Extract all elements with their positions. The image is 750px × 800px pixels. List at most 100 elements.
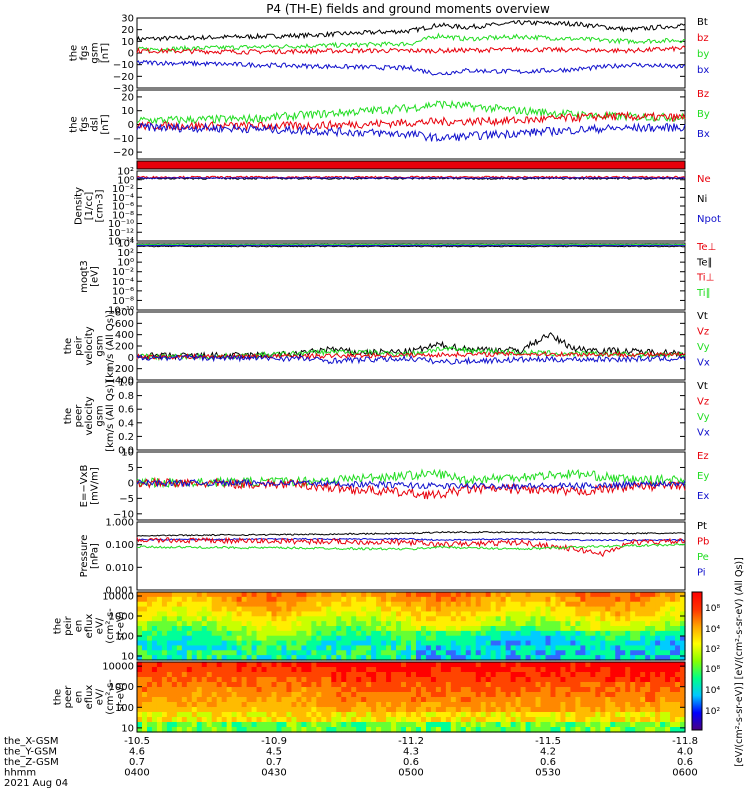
spectro-cell (660, 641, 666, 646)
spectro-cell (590, 616, 596, 621)
spectro-cell (411, 641, 417, 646)
spectro-cell (311, 602, 317, 607)
spectro-cell (257, 702, 263, 708)
spectro-cell (625, 712, 631, 718)
spectro-cell (356, 717, 362, 723)
spectro-cell (565, 677, 571, 683)
spectro-cell (501, 687, 507, 693)
spectro-cell (456, 602, 462, 607)
spectro-cell (142, 707, 148, 713)
spectro-cell (506, 662, 512, 668)
spectro-cell (511, 702, 517, 708)
spectro-cell (331, 697, 337, 703)
spectro-cell (212, 616, 218, 621)
spectro-cell (466, 692, 472, 698)
spectro-cell (531, 611, 537, 616)
spectro-cell (152, 722, 158, 728)
spectro-cell (291, 645, 297, 650)
spectro-cell (272, 712, 278, 718)
spectro-cell (276, 592, 282, 597)
spectro-cell (436, 692, 442, 698)
spectro-cell (272, 621, 278, 626)
spectro-cell (286, 712, 292, 718)
spectro-cell (336, 712, 342, 718)
spectro-cell (272, 626, 278, 631)
spectro-cell (202, 645, 208, 650)
spectro-cell (321, 702, 327, 708)
spectro-cell (371, 636, 377, 641)
spectro-cell (610, 677, 616, 683)
spectro-cell (202, 702, 208, 708)
spectro-cell (361, 592, 367, 597)
spectro-cell (625, 707, 631, 713)
spectro-cell (172, 677, 178, 683)
spectro-cell (152, 667, 158, 673)
spectro-cell (281, 592, 287, 597)
spectro-cell (217, 621, 223, 626)
spectro-cell (316, 677, 322, 683)
spectro-cell (301, 592, 307, 597)
spectro-cell (336, 707, 342, 713)
spectro-cell (401, 611, 407, 616)
colorbar-tick: 10² (705, 645, 720, 655)
spectro-cell (456, 645, 462, 650)
spectro-cell (670, 626, 676, 631)
spectro-cell (630, 611, 636, 616)
spectro-cell (187, 621, 193, 626)
spectro-cell (431, 645, 437, 650)
spectro-cell (521, 607, 527, 612)
spectro-cell (401, 717, 407, 723)
spectro-cell (227, 662, 233, 668)
spectro-cell (232, 712, 238, 718)
spectro-cell (506, 597, 512, 602)
spectro-cell (541, 682, 547, 688)
spectro-cell (391, 687, 397, 693)
spectro-cell (446, 682, 452, 688)
spectro-cell (252, 602, 258, 607)
spectro-cell (281, 626, 287, 631)
spectro-cell (431, 597, 437, 602)
spectro-cell (356, 672, 362, 678)
spectro-cell (187, 636, 193, 641)
spectro-cell (396, 636, 402, 641)
spectro-cell (605, 626, 611, 631)
spectro-cell (650, 616, 656, 621)
spectro-cell (476, 667, 482, 673)
spectro-cell (321, 677, 327, 683)
spectro-cell (640, 592, 646, 597)
spectro-cell (501, 645, 507, 650)
spectro-cell (336, 692, 342, 698)
spectro-cell (615, 641, 621, 646)
spectro-cell (152, 645, 158, 650)
spectro-cell (311, 616, 317, 621)
panel-2 (137, 161, 685, 169)
spectro-cell (247, 636, 253, 641)
spectro-cell (242, 672, 248, 678)
spectro-cell (252, 697, 258, 703)
spectro-cell (262, 692, 268, 698)
spectro-cell (267, 631, 273, 636)
spectro-cell (466, 621, 472, 626)
spectro-cell (272, 672, 278, 678)
spectro-cell (311, 702, 317, 708)
spectro-cell (371, 697, 377, 703)
spectro-cell (247, 650, 253, 655)
spectro-cell (197, 672, 203, 678)
spectro-cell (147, 697, 153, 703)
spectro-cell (356, 602, 362, 607)
spectro-cell (401, 677, 407, 683)
y-tick-label: 0 (128, 353, 134, 364)
spectro-cell (590, 607, 596, 612)
spectro-cell (421, 692, 427, 698)
spectro-cell (142, 602, 148, 607)
spectro-cell (615, 672, 621, 678)
spectro-cell (152, 672, 158, 678)
spectro-cell (476, 722, 482, 728)
legend-entry: Vy (697, 342, 710, 353)
spectro-cell (386, 677, 392, 683)
spectro-cell (555, 677, 561, 683)
spectro-cell (366, 607, 372, 612)
spectro-cell (381, 607, 387, 612)
spectro-cell (296, 641, 302, 646)
spectro-cell (655, 650, 661, 655)
